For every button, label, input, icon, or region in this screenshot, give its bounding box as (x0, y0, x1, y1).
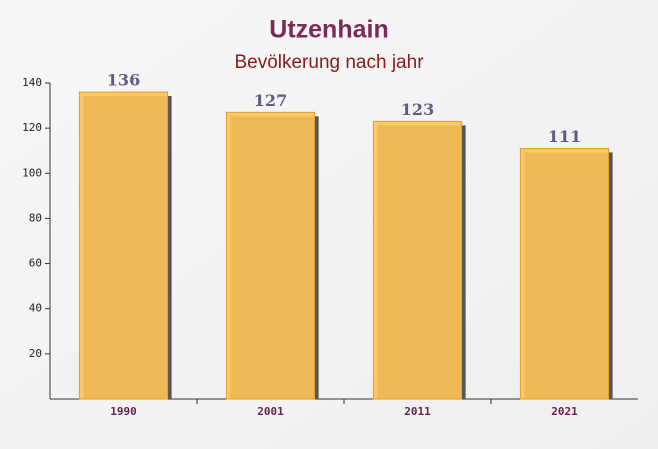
y-tick-label: 100 (22, 166, 42, 179)
value-label: 136 (107, 71, 140, 90)
bar (78, 91, 169, 400)
y-tick-label: 20 (29, 347, 42, 360)
bar (372, 120, 463, 400)
y-tick-label: 80 (29, 211, 42, 224)
chart-title: Utzenhain (269, 16, 388, 44)
value-label: 127 (254, 91, 287, 110)
x-tick-label: 1990 (110, 405, 137, 418)
y-tick-label: 140 (22, 76, 42, 89)
x-tick-label: 2001 (257, 405, 284, 418)
y-tick-label: 120 (22, 121, 42, 134)
chart-subtitle: Bevölkerung nach jahr (234, 52, 424, 73)
bar (519, 147, 610, 400)
x-tick-label: 2021 (551, 405, 578, 418)
y-tick-label: 60 (29, 257, 42, 270)
value-label: 111 (548, 127, 581, 146)
y-tick-label: 40 (29, 302, 42, 315)
value-label: 123 (401, 100, 434, 119)
bar (225, 111, 316, 400)
x-tick-label: 2011 (404, 405, 431, 418)
